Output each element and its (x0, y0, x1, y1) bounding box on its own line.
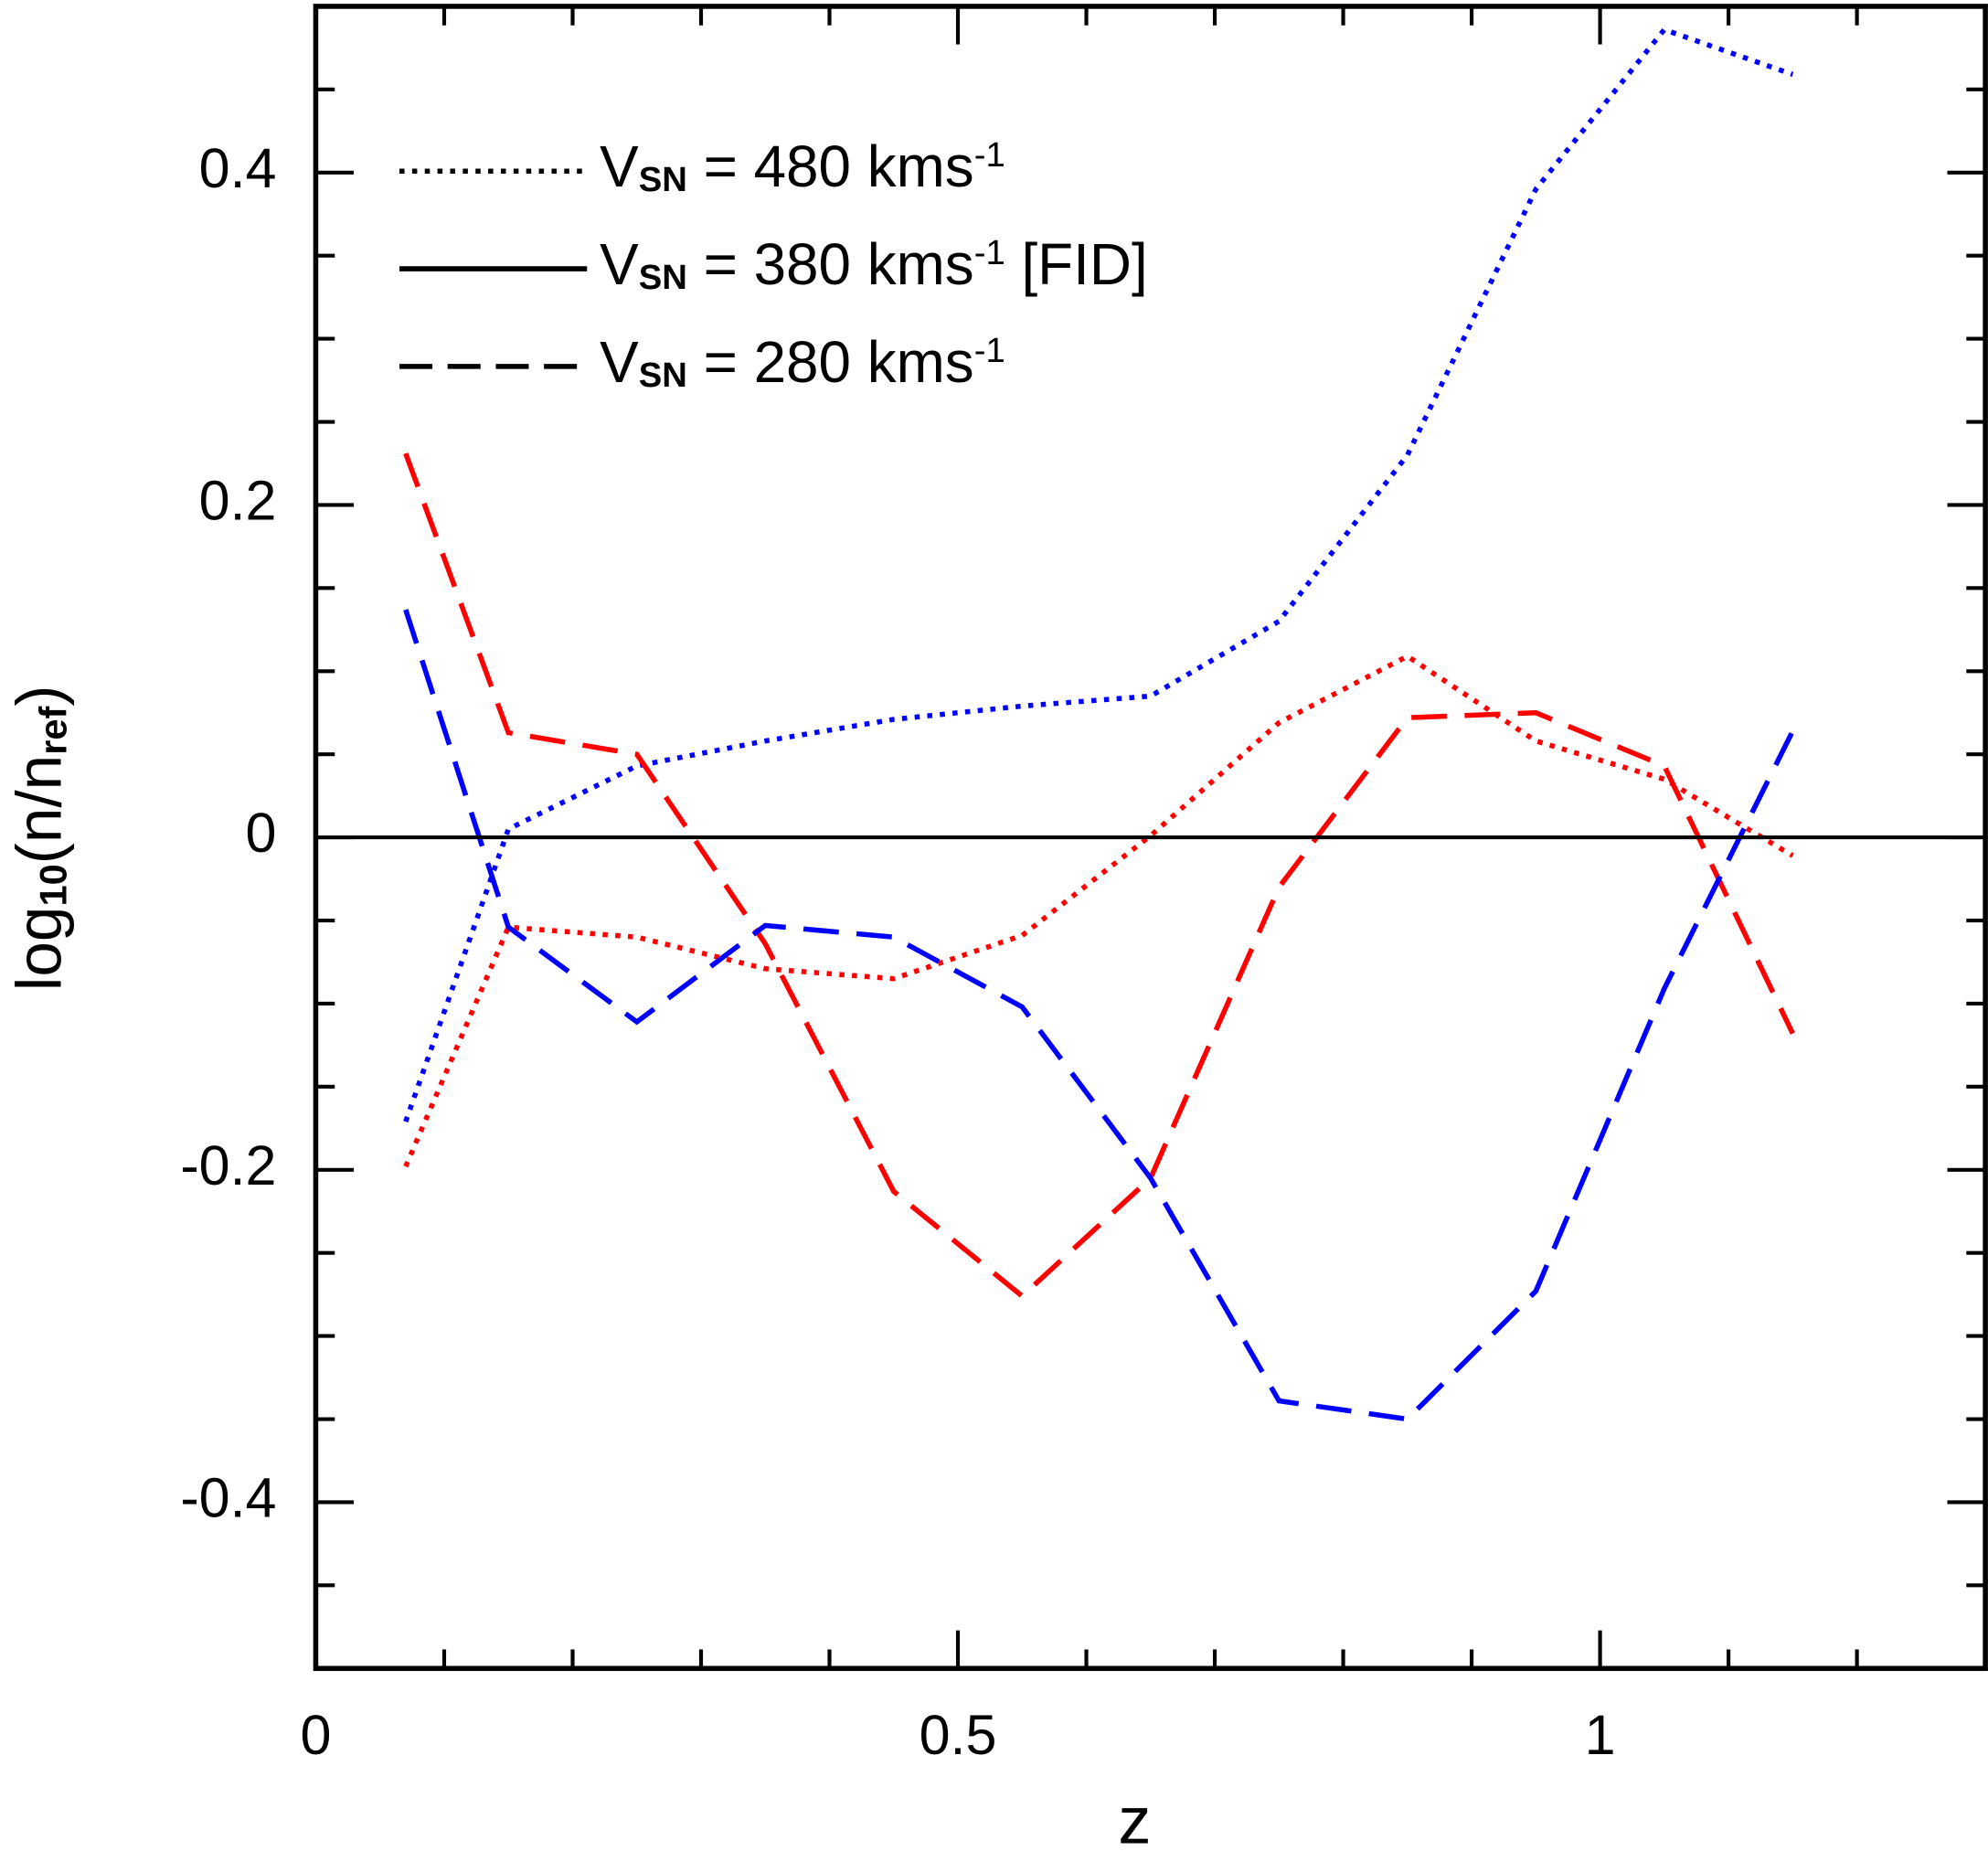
label-part: ref (31, 706, 74, 754)
legend-label: VSN = 280 kms-1 (600, 329, 1005, 395)
label-part: 10 (31, 864, 74, 906)
series-line (403, 653, 1794, 1168)
label-part: = 380 kms (687, 231, 974, 297)
label-part: SN (639, 355, 687, 394)
label-part: -1 (974, 331, 1005, 370)
label-part: (n/n (4, 755, 75, 864)
label-part: SN (639, 160, 687, 199)
legend-label: VSN = 480 kms-1 (600, 133, 1005, 199)
x-tick-label: 0.5 (920, 1704, 997, 1766)
label-part: ) (4, 686, 75, 707)
label-part: V (600, 329, 639, 395)
legend-label: VSN = 380 kms-1 [FID] (600, 231, 1148, 297)
label-part: V (600, 231, 639, 297)
label-part: = 280 kms (687, 329, 974, 395)
x-tick-label: 1 (1585, 1704, 1616, 1766)
y-tick-label: 0.4 (199, 137, 277, 199)
y-tick-label: -0.2 (180, 1134, 276, 1197)
y-axis-label: log10(n/nref) (4, 686, 75, 992)
label-part: = 480 kms (687, 133, 974, 199)
label-part: -1 (974, 135, 1005, 175)
label-part: -1 (974, 233, 1005, 272)
series-line (403, 609, 1795, 1422)
y-tick-label: 0.2 (199, 470, 277, 532)
label-part: SN (639, 258, 687, 297)
x-tick-label: 0 (300, 1704, 331, 1766)
series-line (403, 452, 1795, 1300)
label-part: log (4, 907, 75, 992)
y-tick-label: 0 (246, 802, 277, 864)
x-axis-label: z (1118, 1784, 1151, 1851)
label-part: [FID] (1005, 231, 1148, 297)
y-tick-label: -0.4 (180, 1467, 276, 1529)
label-part: V (600, 133, 639, 199)
